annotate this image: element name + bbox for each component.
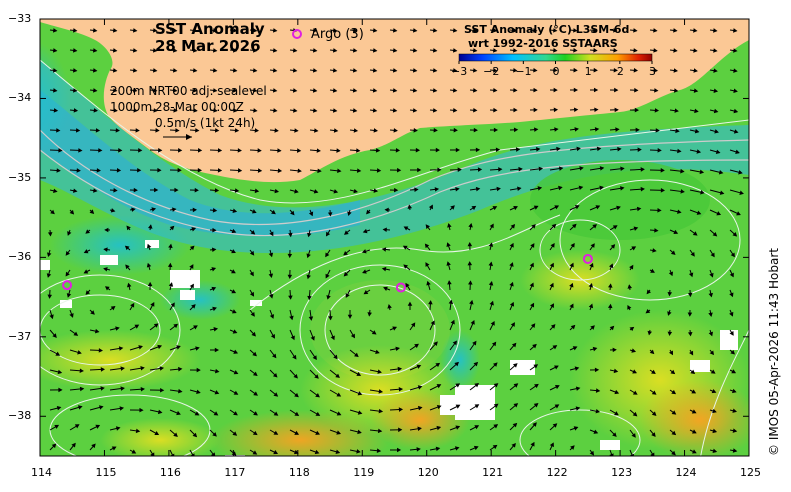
colorbar-ticks bbox=[458, 61, 653, 64]
argo-float-marker bbox=[582, 253, 593, 264]
x-tick-label: 120 bbox=[417, 466, 439, 479]
colorbar-subtitle: wrt 1992-2016 SSTAARS bbox=[468, 37, 618, 50]
legend-line-1: 200m NRT00 adj. sealevel bbox=[110, 84, 267, 98]
axis-ticks bbox=[39, 18, 750, 456]
x-tick-label: 117 bbox=[224, 466, 246, 479]
colorbar-tick-label: 0 bbox=[552, 65, 560, 78]
x-tick-label: 115 bbox=[95, 466, 117, 479]
argo-float-marker bbox=[62, 280, 73, 291]
y-tick-label: −33 bbox=[8, 12, 32, 25]
missing-data bbox=[40, 240, 738, 456]
current-vectors bbox=[46, 28, 744, 456]
map-title: SST Anomaly bbox=[155, 20, 265, 38]
copyright: © IMOS 05-Apr-2026 11:43 Hobart bbox=[767, 248, 781, 456]
map-date: 28 Mar 2026 bbox=[155, 37, 261, 55]
x-tick-label: 125 bbox=[740, 466, 761, 479]
legend-timestamp: 28-Mar 00:00Z bbox=[155, 100, 244, 114]
colorbar-tick-label: −2 bbox=[483, 65, 500, 78]
x-tick-label: 123 bbox=[611, 466, 633, 479]
colorbar-tick-label: 3 bbox=[649, 65, 656, 78]
argo-legend-label: Argo (3) bbox=[311, 27, 364, 42]
colorbar-tick-label: −3 bbox=[451, 65, 468, 78]
legend-scale: 0.5m/s (1kt 24h) bbox=[155, 116, 256, 130]
x-tick-label: 124 bbox=[675, 466, 697, 479]
colorbar-tick-label: 2 bbox=[616, 65, 624, 78]
map-field bbox=[40, 19, 749, 456]
y-tick-label: −34 bbox=[8, 91, 32, 105]
y-tick-label: −38 bbox=[8, 409, 32, 423]
x-tick-label: 119 bbox=[353, 466, 375, 479]
colorbar-tick-label: −1 bbox=[515, 65, 532, 78]
y-tick-label: −37 bbox=[8, 329, 32, 343]
scale-arrow bbox=[163, 134, 192, 140]
x-tick-label: 114 bbox=[31, 466, 52, 479]
legend-line-2: 1000m bbox=[110, 100, 153, 114]
colorbar-tick-label: 1 bbox=[584, 65, 592, 78]
x-tick-label: 122 bbox=[546, 466, 568, 479]
colorbar bbox=[458, 53, 653, 62]
y-tick-label: −35 bbox=[8, 170, 32, 184]
colorbar-title: SST Anomaly (°C) L3SM-6d bbox=[464, 23, 630, 36]
x-tick-label: 116 bbox=[159, 466, 181, 479]
argo-legend-icon bbox=[292, 29, 302, 39]
x-tick-label: 121 bbox=[482, 466, 504, 479]
map-frame bbox=[39, 18, 750, 457]
x-tick-label: 118 bbox=[288, 466, 310, 479]
argo-float-marker bbox=[395, 282, 406, 293]
argo-floats bbox=[62, 253, 593, 293]
y-tick-label: −36 bbox=[8, 250, 32, 264]
